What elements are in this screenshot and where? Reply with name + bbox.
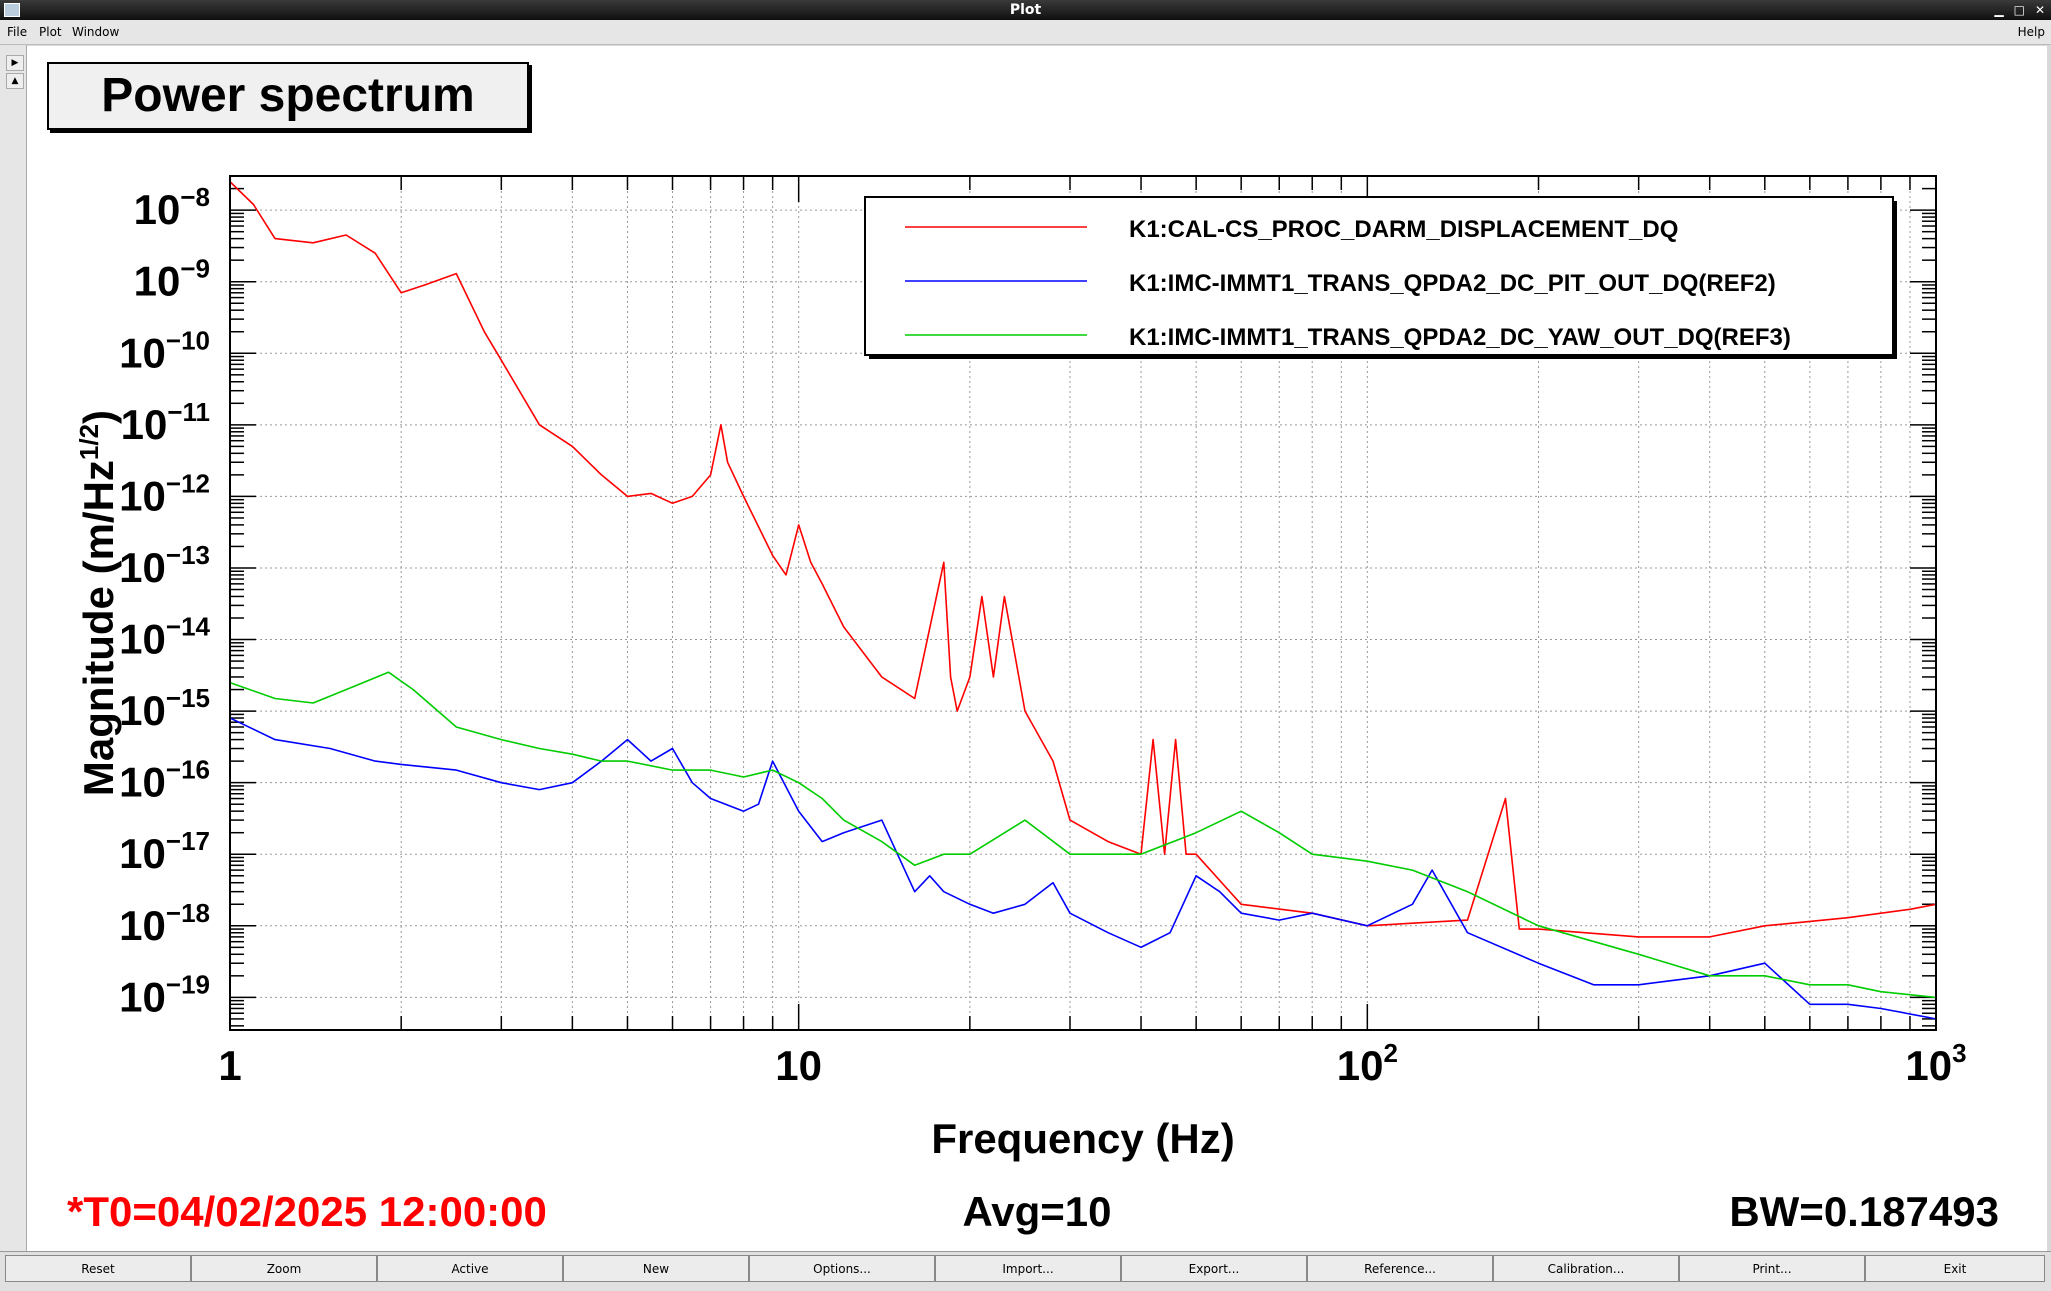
menu-help[interactable]: Help: [2017, 25, 2045, 39]
x-tick-label: 102: [1337, 1038, 1398, 1089]
zoom-button[interactable]: Zoom: [191, 1255, 377, 1282]
y-tick-label: 10−13: [119, 540, 210, 591]
new-button[interactable]: New: [563, 1255, 749, 1282]
x-tick-label: 103: [1905, 1038, 1966, 1089]
reference-button[interactable]: Reference...: [1307, 1255, 1493, 1282]
button-bar: Reset Zoom Active New Options... Import.…: [0, 1251, 2051, 1291]
y-tick-labels: 10−8 10−9 10−10 10−11 10−12 10−13 10−14 10−15 10…: [119, 182, 210, 1020]
expand-up-icon[interactable]: ▲: [6, 73, 24, 89]
legend: K1:CAL-CS_PROC_DARM_DISPLACEMENT_DQ K1:I…: [864, 196, 1897, 359]
reset-button[interactable]: Reset: [5, 1255, 191, 1282]
series-group: [230, 181, 1936, 1020]
legend-label-darm: K1:CAL-CS_PROC_DARM_DISPLACEMENT_DQ: [1129, 216, 1678, 243]
calibration-button[interactable]: Calibration...: [1493, 1255, 1679, 1282]
window-controls: ▁ □ ✕: [1994, 0, 2045, 20]
plot-canvas[interactable]: Power spectrum 10−8 10−9 10−10 10−11 10−12 10…: [27, 46, 2047, 1251]
y-tick-label: 10−8: [134, 182, 210, 233]
grid: [230, 176, 1936, 1030]
expand-right-icon[interactable]: ▶: [6, 55, 24, 71]
bw-label: BW=0.187493: [1729, 1188, 1999, 1235]
y-tick-label: 10−9: [134, 254, 210, 305]
window-title: Plot: [1009, 2, 1042, 18]
plot-frame: [229, 175, 1937, 1031]
legend-label-yaw: K1:IMC-IMMT1_TRANS_QPDA2_DC_YAW_OUT_DQ(R…: [1129, 324, 1791, 351]
app-icon: [4, 3, 20, 17]
x-tick-label: 1: [218, 1042, 241, 1089]
y-tick-label: 10−16: [119, 755, 210, 806]
y-tick-label: 10−11: [121, 397, 210, 448]
series-darm-line: [230, 181, 1936, 938]
active-button[interactable]: Active: [377, 1255, 563, 1282]
avg-label: Avg=10: [962, 1188, 1111, 1235]
x-axis-label: Frequency (Hz): [931, 1115, 1234, 1162]
menu-window[interactable]: Window: [72, 25, 120, 39]
series-yaw-line: [230, 671, 1936, 999]
y-tick-label: 10−10: [119, 325, 210, 376]
export-button[interactable]: Export...: [1121, 1255, 1307, 1282]
y-tick-label: 10−14: [119, 612, 210, 663]
close-icon[interactable]: ✕: [2034, 3, 2045, 17]
t0-label: *T0=04/02/2025 12:00:00: [67, 1188, 547, 1235]
y-tick-label: 10−12: [119, 468, 210, 519]
import-button[interactable]: Import...: [935, 1255, 1121, 1282]
print-button[interactable]: Print...: [1679, 1255, 1865, 1282]
minimize-icon[interactable]: ▁: [1994, 3, 2004, 17]
y-tick-label: 10−15: [119, 683, 210, 734]
y-tick-label: 10−18: [119, 898, 210, 949]
y-tick-label: 10−17: [119, 826, 210, 877]
legend-label-pit: K1:IMC-IMMT1_TRANS_QPDA2_DC_PIT_OUT_DQ(R…: [1129, 270, 1776, 297]
x-tick-label: 10: [775, 1042, 822, 1089]
plot-title: Power spectrum: [47, 62, 529, 130]
exit-button[interactable]: Exit: [1865, 1255, 2045, 1282]
spectrum-chart[interactable]: 10−8 10−9 10−10 10−11 10−12 10−13 10−14 10−15 10…: [27, 46, 2047, 1251]
options-button[interactable]: Options...: [749, 1255, 935, 1282]
maximize-icon[interactable]: □: [2013, 3, 2025, 17]
series-pit-line: [230, 717, 1936, 1020]
menu-plot[interactable]: Plot: [39, 25, 62, 39]
menu-file[interactable]: File: [7, 25, 28, 39]
x-tick-labels: 1 10 102 103: [218, 1038, 1966, 1089]
axis-ticks: [230, 176, 1936, 1030]
y-axis-label: Magnitude (m/Hz1/2): [74, 410, 122, 796]
window-titlebar: Plot ▁ □ ✕: [0, 0, 2051, 20]
y-tick-label: 10−19: [119, 969, 210, 1020]
menu-bar: File Plot Window Help: [0, 20, 2051, 45]
left-toolbar: ▶ ▲: [0, 45, 27, 1252]
